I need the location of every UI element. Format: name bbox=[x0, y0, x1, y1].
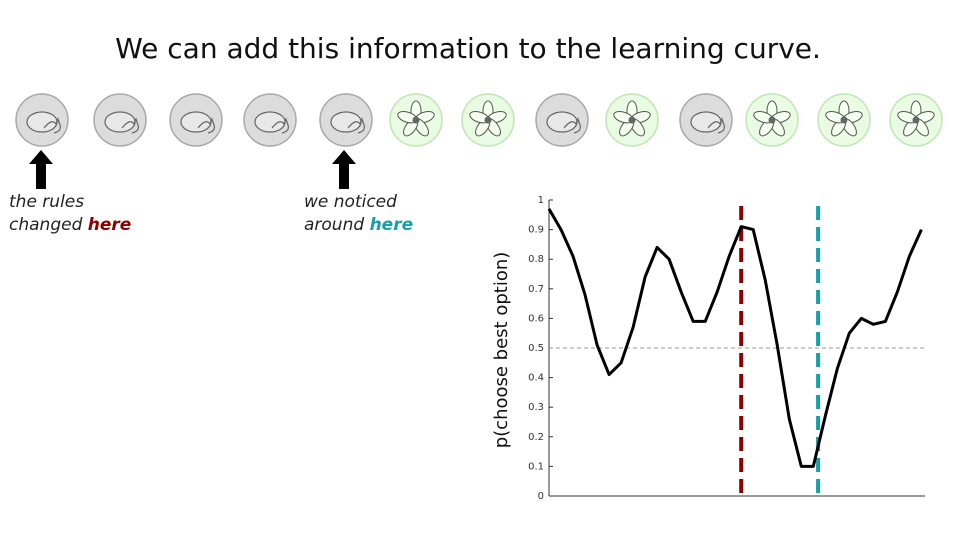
slide-title: We can add this information to the learn… bbox=[115, 32, 821, 65]
flower-center bbox=[768, 116, 776, 124]
y-tick-label: 0.8 bbox=[528, 254, 544, 265]
cat-head bbox=[271, 117, 289, 134]
cat-icon bbox=[15, 93, 69, 147]
cat-head bbox=[43, 117, 61, 134]
flower-icon bbox=[745, 93, 799, 147]
annotation-emphasis: here bbox=[88, 215, 132, 235]
flower-icon bbox=[461, 93, 515, 147]
annotation-line: the rules bbox=[9, 192, 84, 212]
flower-icon bbox=[817, 93, 871, 147]
y-tick-label: 0.2 bbox=[528, 432, 544, 443]
trial-icons bbox=[15, 93, 943, 147]
cat-head bbox=[197, 117, 215, 134]
flower-icon bbox=[389, 93, 443, 147]
arrow bbox=[29, 150, 53, 189]
cat-head bbox=[707, 117, 725, 134]
annotation-text: changed bbox=[9, 215, 83, 235]
arrow bbox=[332, 150, 356, 189]
annotation-line: changed here bbox=[9, 215, 131, 235]
y-tick-label: 0.1 bbox=[528, 461, 544, 472]
y-tick-label: 0 bbox=[538, 491, 544, 502]
cat-icon bbox=[535, 93, 589, 147]
cat-icon bbox=[679, 93, 733, 147]
flower-center bbox=[484, 116, 492, 124]
annotation-line: we noticed bbox=[304, 192, 397, 212]
chart: 0 0.1 0.2 0.3 0.4 0.5 0.6 0.7 0.8 0.9 1 bbox=[528, 195, 925, 502]
flower-icon bbox=[889, 93, 943, 147]
y-tick-label: 0.7 bbox=[528, 284, 544, 295]
y-axis-label: p(choose best option) bbox=[491, 252, 512, 449]
data-line bbox=[547, 208, 923, 468]
flower-center bbox=[628, 116, 636, 124]
cat-icon bbox=[93, 93, 147, 147]
cat-head bbox=[121, 117, 139, 134]
y-tick-label: 0.3 bbox=[528, 402, 544, 413]
cat-head bbox=[563, 117, 581, 134]
annotation-text: around bbox=[304, 215, 364, 235]
cat-icon bbox=[243, 93, 297, 147]
flower-center bbox=[412, 116, 420, 124]
y-tick-label: 0.9 bbox=[528, 225, 544, 236]
cat-icon bbox=[169, 93, 223, 147]
annotation-emphasis: here bbox=[370, 215, 414, 235]
cat-head bbox=[347, 117, 365, 134]
flower-center bbox=[912, 116, 920, 124]
y-tick-label: 0.4 bbox=[528, 373, 544, 384]
annotation-line: around here bbox=[304, 215, 413, 235]
y-tick-label: 0.5 bbox=[528, 343, 544, 354]
y-tick-label: 0.6 bbox=[528, 313, 544, 324]
flower-icon bbox=[605, 93, 659, 147]
cat-icon bbox=[319, 93, 373, 147]
y-tick-label: 1 bbox=[538, 195, 544, 206]
flower-center bbox=[840, 116, 848, 124]
